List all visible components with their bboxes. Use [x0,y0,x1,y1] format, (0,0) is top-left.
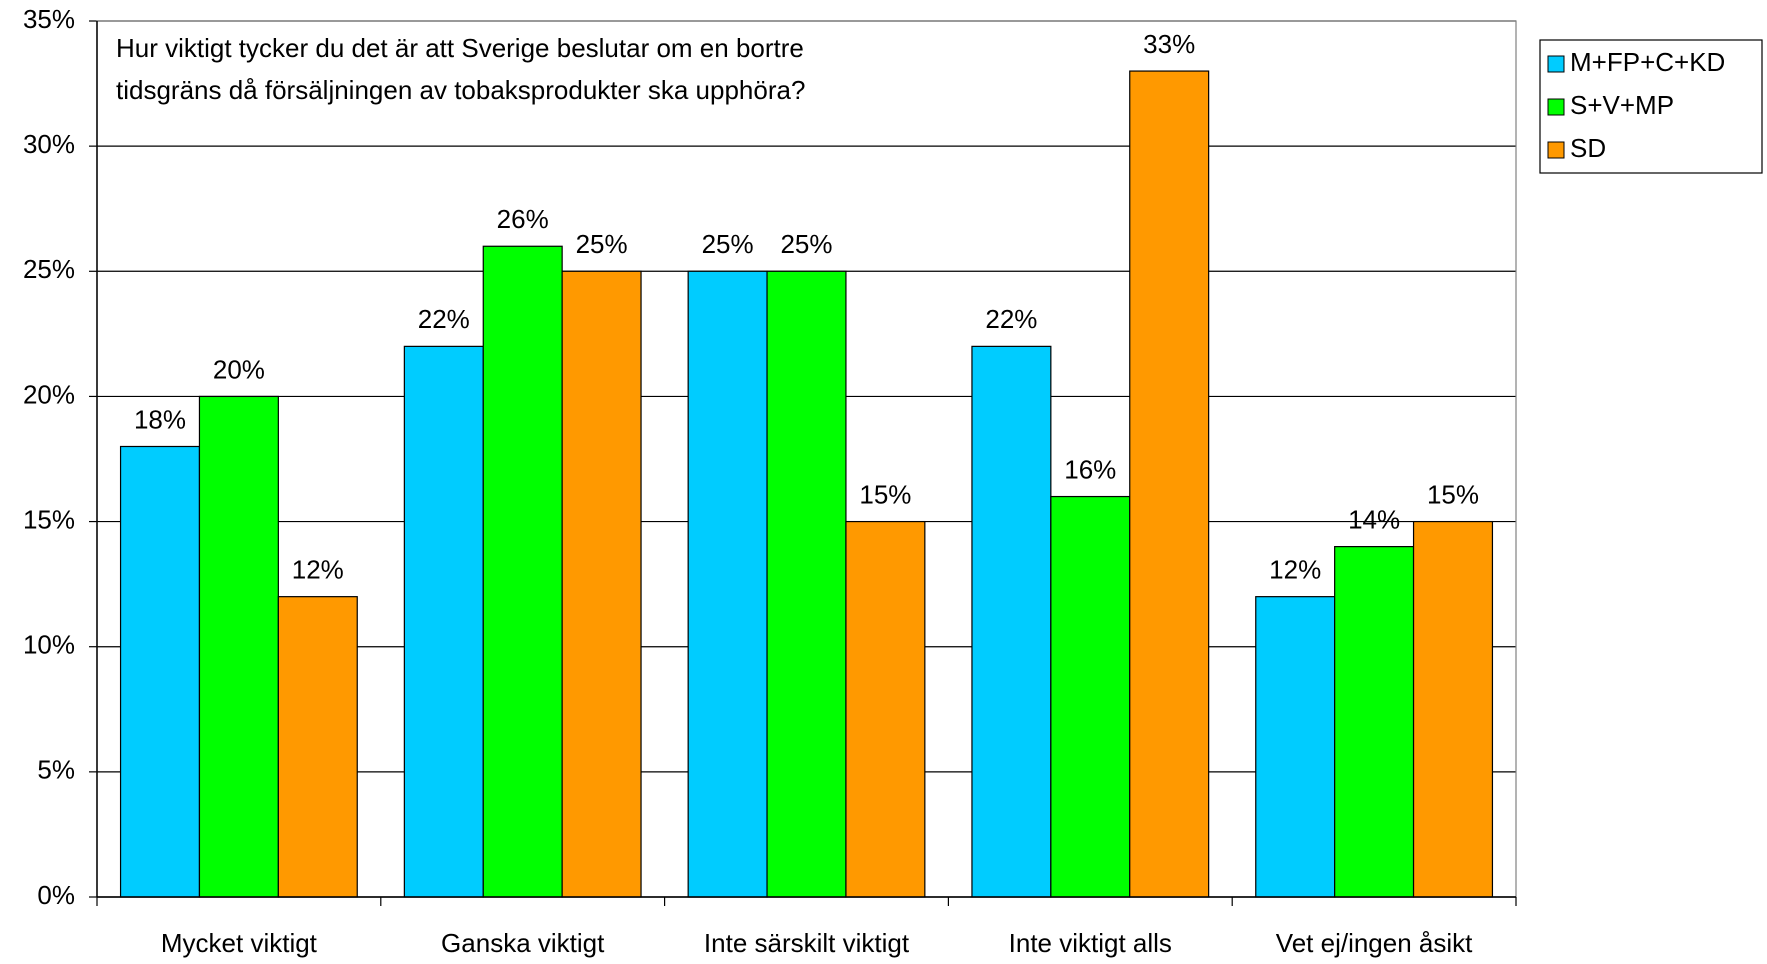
data-label: 18% [134,404,186,434]
y-tick-label: 10% [23,630,75,660]
y-tick-label: 20% [23,379,75,409]
x-tick-label: Inte särskilt viktigt [704,928,910,958]
data-label: 12% [1269,555,1321,585]
data-label: 14% [1348,504,1400,534]
data-label: 22% [418,304,470,334]
chart-title: Hur viktigt tycker du det är att Sverige… [116,33,804,63]
y-tick-label: 0% [37,880,75,910]
data-label: 25% [576,229,628,259]
data-label: 25% [702,229,754,259]
data-label: 15% [1427,479,1479,509]
bar [971,345,1052,898]
data-label: 22% [985,304,1037,334]
bar [403,345,484,898]
legend-label: M+FP+C+KD [1570,47,1725,77]
y-tick-label: 25% [23,254,75,284]
legend-box [1539,39,1763,174]
bar [1255,596,1336,898]
data-label: 12% [292,555,344,585]
y-tick-label: 30% [23,129,75,159]
x-tick-label: Inte viktigt alls [1009,928,1172,958]
legend-swatch [1547,55,1565,73]
bar [1129,70,1210,898]
bar [766,270,847,898]
bar [1050,495,1131,898]
bar [482,245,563,898]
data-label: 25% [780,229,832,259]
y-tick-label: 15% [23,504,75,534]
y-tick-label: 35% [23,4,75,34]
chart-title: tidsgräns då försäljningen av tobaksprod… [116,75,805,105]
legend-label: S+V+MP [1570,90,1674,120]
bar [687,270,768,898]
legend-label: SD [1570,133,1606,163]
legend-swatch [1547,98,1565,116]
legend-swatch [1547,141,1565,159]
data-label: 16% [1064,454,1116,484]
bar [1334,545,1415,898]
y-tick-label: 5% [37,755,75,785]
data-label: 15% [859,479,911,509]
x-tick-label: Mycket viktigt [161,928,318,958]
bar [1412,520,1494,898]
bar [277,596,358,898]
bar [119,445,201,898]
x-tick-label: Vet ej/ingen åsikt [1276,928,1473,958]
data-label: 33% [1143,29,1195,59]
data-label: 26% [497,204,549,234]
bar [561,270,642,898]
bar [845,520,926,898]
x-tick-label: Ganska viktigt [441,928,605,958]
data-label: 20% [213,354,265,384]
bar [198,395,279,898]
